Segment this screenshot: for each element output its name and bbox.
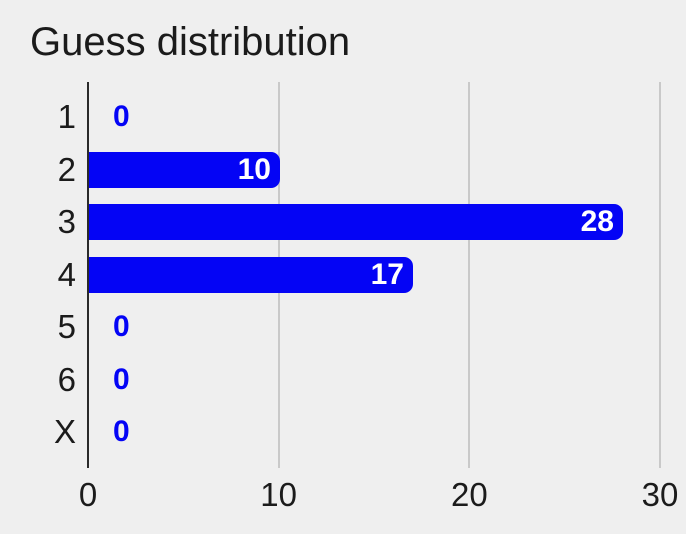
category-label-4: 4 [57, 255, 76, 293]
x-tick-label: 30 [641, 476, 679, 513]
x-tick-label: 10 [260, 476, 298, 513]
chart-title: Guess distribution [30, 20, 351, 64]
bar-row-3: 28 [89, 204, 623, 240]
category-label-6: 6 [57, 360, 76, 398]
zero-value-label: 0 [113, 415, 130, 448]
y-axis-line [87, 82, 89, 468]
zero-value-label: 0 [113, 310, 130, 343]
category-label-2: 2 [57, 150, 76, 188]
gridline-30 [659, 82, 661, 468]
bar-row-4: 17 [89, 256, 413, 293]
bar-value-label: 10 [237, 152, 271, 186]
category-label-5: 5 [57, 308, 76, 345]
x-tick-label: 0 [78, 476, 98, 513]
category-label-1: 1 [57, 98, 76, 135]
zero-value-label: 0 [113, 362, 130, 396]
category-label-X: X [53, 413, 76, 450]
bar-value-label: 28 [580, 205, 614, 238]
bar-row-2: 10 [89, 151, 280, 188]
bar-value-label: 17 [370, 257, 404, 291]
x-tick-label: 20 [450, 476, 488, 513]
category-label-3: 3 [57, 203, 76, 240]
zero-value-label: 0 [113, 100, 130, 133]
gridline-20 [468, 82, 471, 468]
